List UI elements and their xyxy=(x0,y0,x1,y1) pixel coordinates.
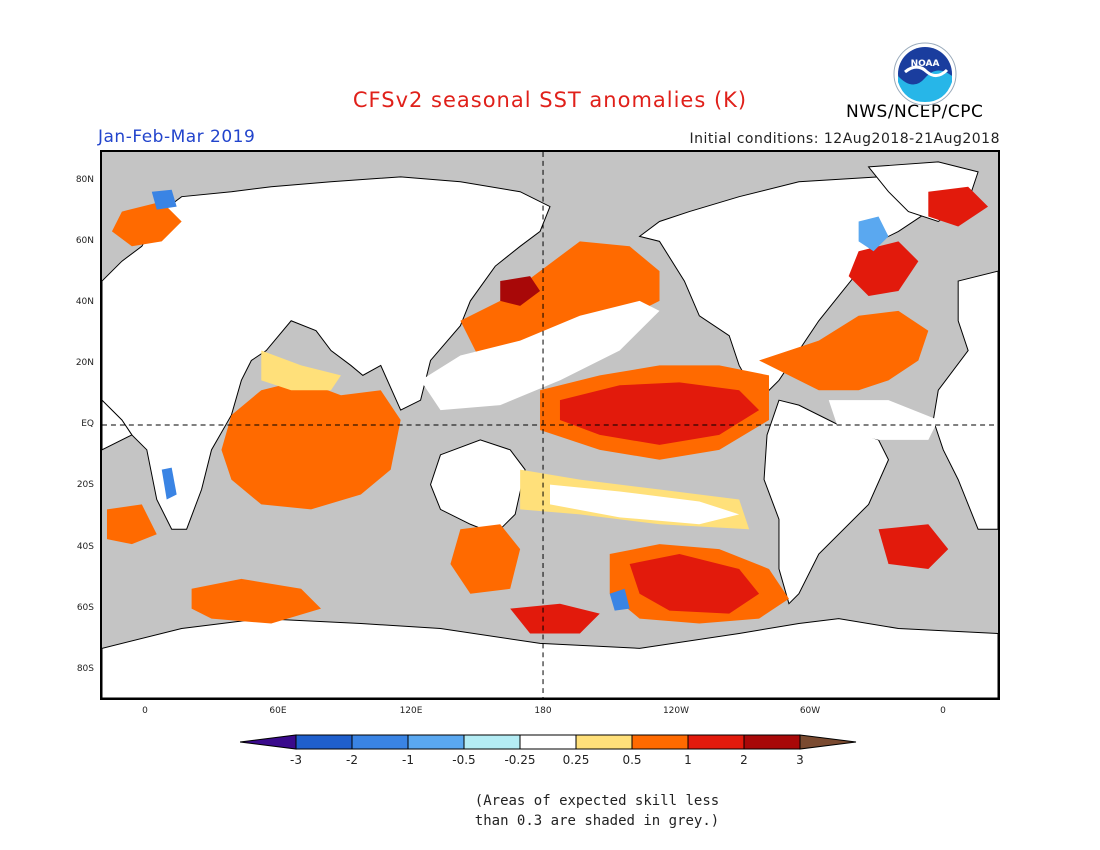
forecast-period: Jan-Feb-Mar 2019 xyxy=(98,127,256,147)
enso-red xyxy=(559,382,760,445)
lat-label: 40N xyxy=(75,297,94,307)
colorbar-tick-label: -3 xyxy=(290,753,302,767)
colorbar-segment xyxy=(351,734,409,750)
madagascar-cool xyxy=(161,467,177,500)
logo-text: NOAA xyxy=(911,59,940,69)
colorbar-segment xyxy=(519,734,577,750)
colorbar-segment xyxy=(687,734,745,750)
africa-europe-asia xyxy=(102,176,551,530)
south-africa-warm xyxy=(106,504,157,545)
north-pacific-warm xyxy=(460,241,660,361)
colorbar-segment xyxy=(463,734,521,750)
colorbar-tick-label: 0.5 xyxy=(622,753,642,767)
labrador-cool xyxy=(858,216,889,252)
tasman-warm xyxy=(450,524,521,594)
cool-anomalies xyxy=(151,189,889,611)
lon-label: 120W xyxy=(662,706,690,716)
lat-label: 20N xyxy=(75,358,94,368)
colorbar-segment xyxy=(295,734,353,750)
land-masses xyxy=(102,161,998,698)
colorbar-segment xyxy=(575,734,633,750)
lon-label: 0 xyxy=(940,706,946,716)
colorbar-tick-label: 1 xyxy=(684,753,692,767)
lon-label: 180 xyxy=(534,706,552,716)
colorbar-tick-label: -1 xyxy=(402,753,414,767)
barents-cool xyxy=(151,189,177,210)
southern-ocean-red xyxy=(629,554,760,614)
indian-ocean-warm xyxy=(221,380,401,510)
colorbar-tick-label: -2 xyxy=(346,753,358,767)
lat-label: 60N xyxy=(75,236,94,246)
nordic-red xyxy=(928,186,989,227)
ross-sea-red xyxy=(510,603,600,634)
south-indian-warm xyxy=(191,578,322,624)
colorbar-tick-label: 3 xyxy=(796,753,804,767)
map-canvas xyxy=(102,152,998,698)
lon-label: 60W xyxy=(799,706,821,716)
colorbar-tick-label: 0.25 xyxy=(562,753,590,767)
colorbar-segment xyxy=(631,734,689,750)
antarctica xyxy=(102,618,998,698)
lon-label: 60E xyxy=(269,706,287,716)
lon-label: 0 xyxy=(142,706,148,716)
colorbar-tick-label: -0.5 xyxy=(452,753,476,767)
lat-label: 20S xyxy=(76,480,94,490)
africa-east-repeat xyxy=(932,270,998,530)
south-atlantic-warm xyxy=(878,524,949,569)
lat-label: EQ xyxy=(81,419,94,429)
colorbar-tick-label: 2 xyxy=(740,753,748,767)
colorbar-max-arrow xyxy=(799,734,857,750)
warm-anomalies xyxy=(106,186,989,634)
skill-note: (Areas of expected skill less than 0.3 a… xyxy=(466,791,728,831)
lat-label: 60S xyxy=(76,603,94,613)
colorbar-min-arrow xyxy=(240,734,297,750)
lon-label: 120E xyxy=(399,706,423,716)
chart-title: CFSv2 seasonal SST anomalies (K) xyxy=(352,88,748,112)
initial-conditions: Initial conditions: 12Aug2018-21Aug2018 xyxy=(689,131,1000,147)
africa-west xyxy=(102,399,133,451)
australia xyxy=(430,439,526,535)
skill-note-line2: than 0.3 are shaded in grey.) xyxy=(474,813,720,829)
north-pacific-white xyxy=(420,300,660,411)
sst-anomaly-map xyxy=(100,150,1000,700)
noaa-logo: NOAA xyxy=(893,42,957,106)
organization-label: NWS/NCEP/CPC xyxy=(846,102,984,122)
drake-cool xyxy=(609,588,630,611)
atlantic-warm xyxy=(759,310,929,391)
colorbar-tick-label: -0.25 xyxy=(504,753,536,767)
lat-label: 80N xyxy=(75,175,94,185)
south-pacific-white xyxy=(550,484,740,525)
kuroshio-darkred xyxy=(500,276,541,306)
atlantic-white xyxy=(828,400,939,440)
colorbar xyxy=(240,734,857,750)
colorbar-segment xyxy=(743,734,801,750)
north-atlantic-red xyxy=(848,241,919,296)
north-europe-warm xyxy=(111,201,182,247)
lat-label: 80S xyxy=(76,664,94,674)
indian-ocean-yellow xyxy=(261,350,341,391)
lat-label: 40S xyxy=(76,542,94,552)
colorbar-segment xyxy=(407,734,465,750)
skill-note-line1: (Areas of expected skill less xyxy=(474,793,720,809)
